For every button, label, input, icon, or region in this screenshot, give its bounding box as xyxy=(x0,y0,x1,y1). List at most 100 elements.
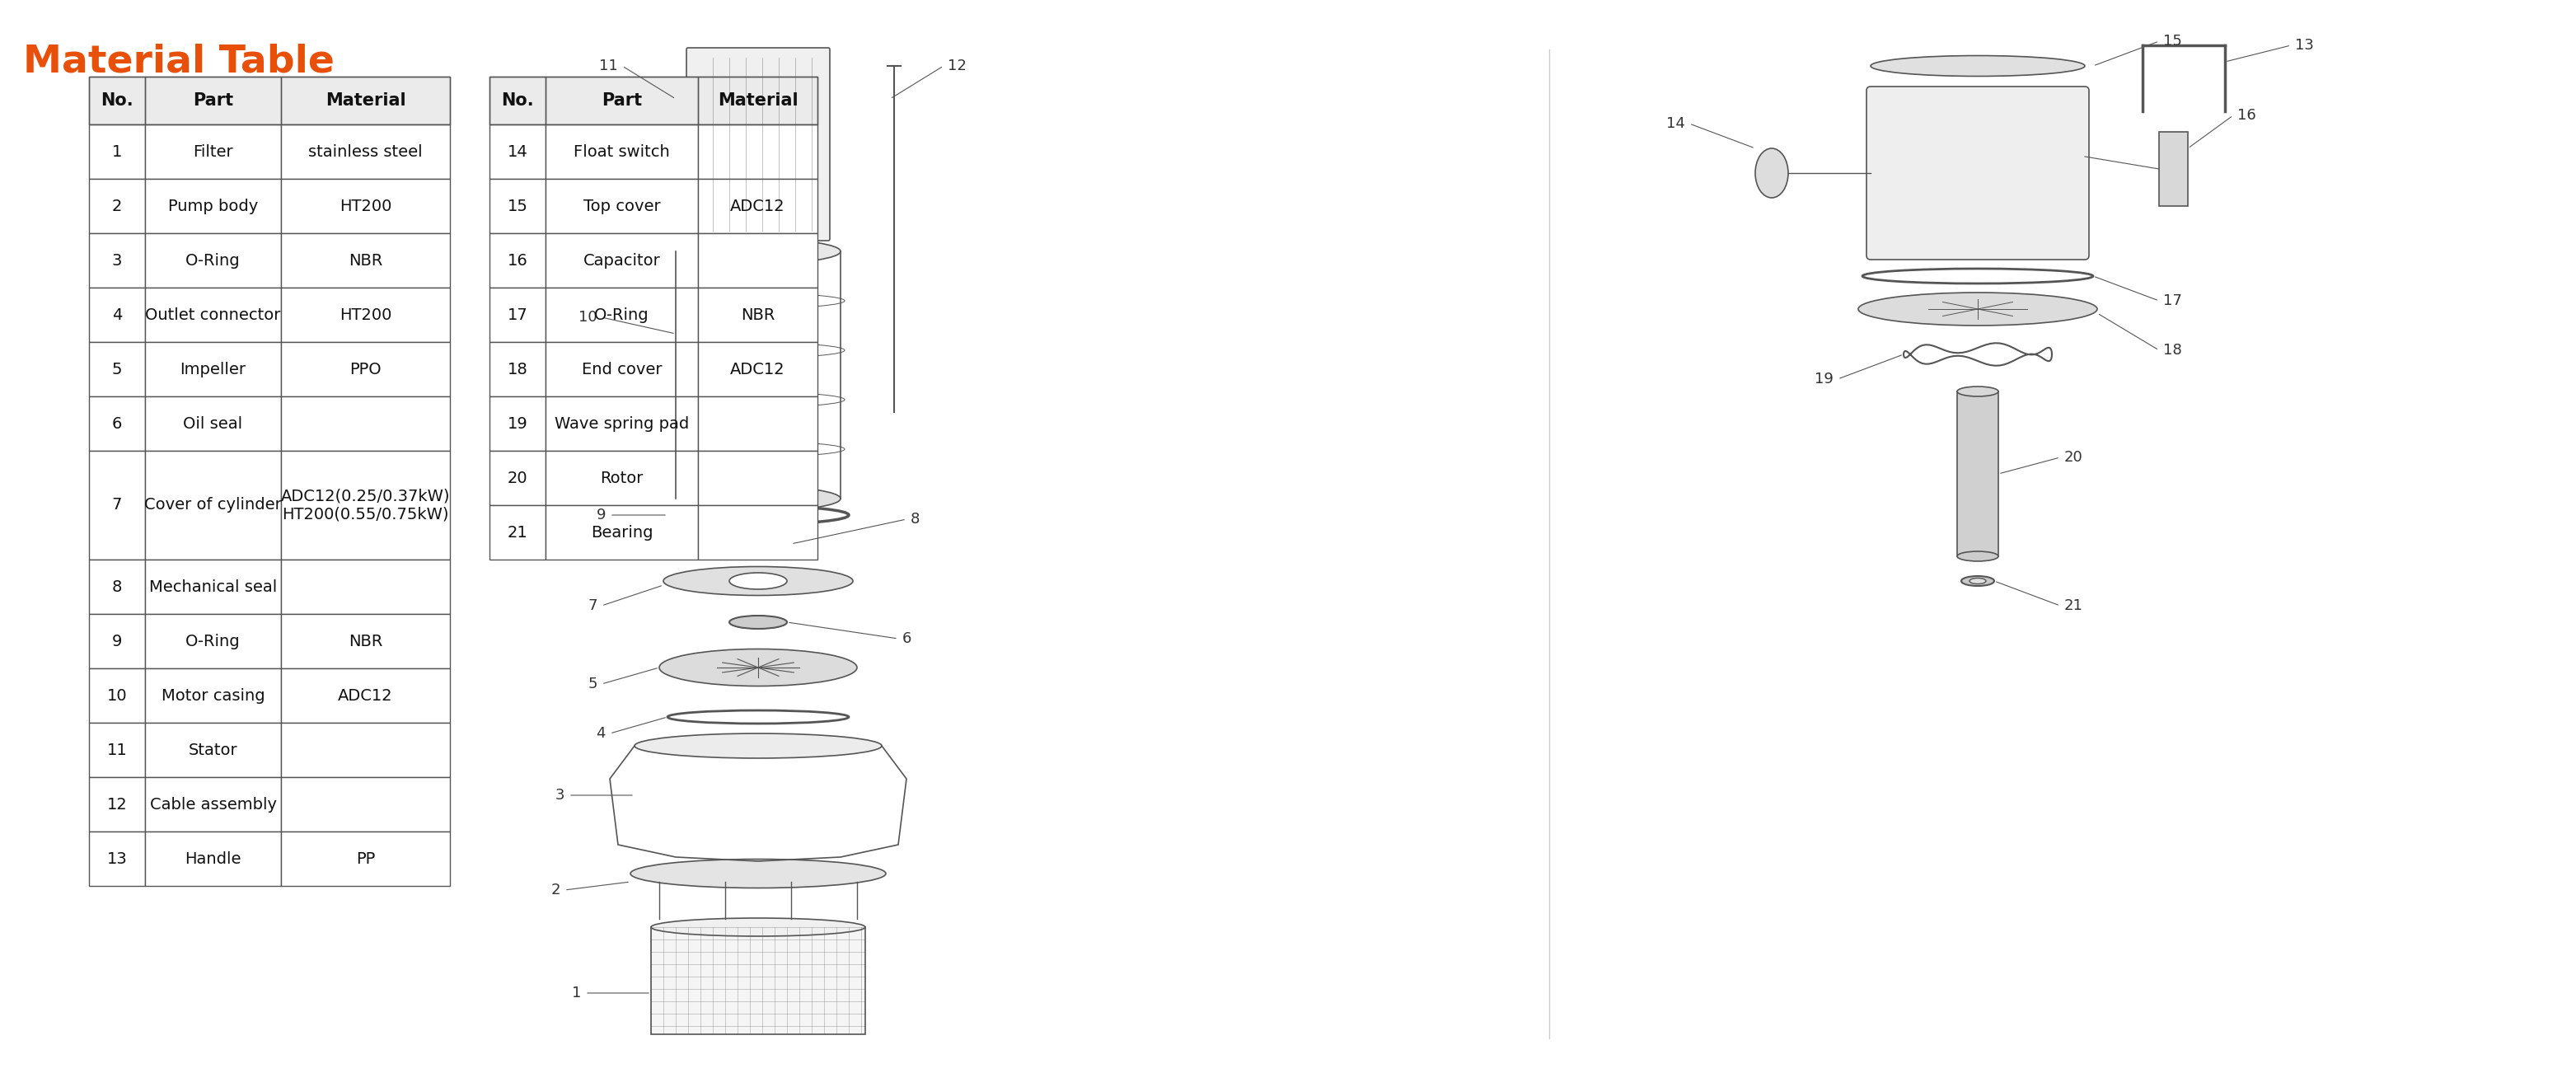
Bar xyxy=(546,451,698,505)
Ellipse shape xyxy=(1960,576,1994,586)
Text: 5: 5 xyxy=(111,362,121,377)
Bar xyxy=(90,76,451,124)
Text: Handle: Handle xyxy=(185,851,242,867)
Text: 16: 16 xyxy=(2239,108,2257,122)
Ellipse shape xyxy=(1870,56,2084,76)
Bar xyxy=(281,396,451,451)
Bar xyxy=(489,124,546,179)
Bar xyxy=(281,451,451,560)
Text: Part: Part xyxy=(193,92,234,108)
Bar xyxy=(489,233,546,288)
Bar xyxy=(281,614,451,668)
Text: 18: 18 xyxy=(507,362,528,377)
Bar xyxy=(281,560,451,614)
Text: O-Ring: O-Ring xyxy=(185,252,240,268)
Ellipse shape xyxy=(665,567,853,596)
Text: 14: 14 xyxy=(507,144,528,160)
Text: 9: 9 xyxy=(595,508,605,523)
FancyBboxPatch shape xyxy=(685,48,829,240)
Bar xyxy=(546,233,698,288)
Text: 3: 3 xyxy=(111,252,121,268)
Text: Bearing: Bearing xyxy=(590,525,652,540)
Bar xyxy=(144,777,281,832)
Text: 16: 16 xyxy=(507,252,528,268)
Bar xyxy=(144,560,281,614)
Bar xyxy=(90,832,144,886)
Text: 10: 10 xyxy=(580,310,598,325)
Bar xyxy=(546,76,698,124)
Text: 6: 6 xyxy=(111,415,121,431)
Bar xyxy=(546,342,698,396)
Text: 2: 2 xyxy=(111,199,121,214)
Text: NBR: NBR xyxy=(348,633,381,649)
Bar xyxy=(144,179,281,233)
Ellipse shape xyxy=(634,734,881,759)
Bar xyxy=(698,342,817,396)
Bar xyxy=(281,777,451,832)
Text: 18: 18 xyxy=(2164,343,2182,357)
Text: 6: 6 xyxy=(902,631,912,646)
Text: 3: 3 xyxy=(554,788,564,803)
Bar xyxy=(489,76,817,124)
Text: Outlet connector: Outlet connector xyxy=(144,307,281,323)
Bar xyxy=(546,124,698,179)
Text: 4: 4 xyxy=(595,726,605,740)
Text: 13: 13 xyxy=(2295,38,2313,53)
Bar xyxy=(1958,392,1999,556)
Text: HT200: HT200 xyxy=(340,199,392,214)
Bar xyxy=(546,396,698,451)
Bar xyxy=(546,179,698,233)
Text: No.: No. xyxy=(100,92,134,108)
Ellipse shape xyxy=(1958,552,1999,561)
Bar xyxy=(281,179,451,233)
Text: 2: 2 xyxy=(551,883,562,897)
Ellipse shape xyxy=(659,649,858,686)
Bar xyxy=(281,668,451,723)
Bar xyxy=(90,396,144,451)
Bar xyxy=(144,614,281,668)
Text: 13: 13 xyxy=(106,851,126,867)
Bar xyxy=(281,124,451,179)
Text: 14: 14 xyxy=(1667,116,1685,131)
Bar xyxy=(281,288,451,342)
Text: NBR: NBR xyxy=(348,252,381,268)
Ellipse shape xyxy=(675,239,840,264)
Text: 15: 15 xyxy=(507,199,528,214)
Text: 11: 11 xyxy=(106,743,126,758)
Text: 1: 1 xyxy=(111,144,121,160)
Bar xyxy=(90,668,144,723)
Bar xyxy=(698,505,817,560)
Ellipse shape xyxy=(675,486,840,511)
Ellipse shape xyxy=(652,918,866,937)
Text: 10: 10 xyxy=(106,688,126,704)
Bar xyxy=(489,179,546,233)
Text: 17: 17 xyxy=(507,307,528,323)
Bar xyxy=(90,233,144,288)
Bar xyxy=(90,342,144,396)
Text: 19: 19 xyxy=(507,415,528,431)
Text: 11: 11 xyxy=(600,59,618,73)
Text: Motor casing: Motor casing xyxy=(162,688,265,704)
Bar xyxy=(489,76,546,124)
Text: NBR: NBR xyxy=(742,307,775,323)
Text: 21: 21 xyxy=(2063,599,2084,613)
Text: 7: 7 xyxy=(111,498,121,513)
Bar xyxy=(144,342,281,396)
Bar xyxy=(489,288,546,342)
Text: Top cover: Top cover xyxy=(582,199,659,214)
Text: Material: Material xyxy=(325,92,404,108)
Text: 9: 9 xyxy=(111,633,121,649)
Bar xyxy=(698,76,817,124)
Text: 1: 1 xyxy=(572,986,582,1000)
Text: 17: 17 xyxy=(2164,293,2182,308)
Bar xyxy=(90,777,144,832)
Text: ADC12(0.25/0.37kW)
HT200(0.55/0.75kW): ADC12(0.25/0.37kW) HT200(0.55/0.75kW) xyxy=(281,488,451,523)
Bar xyxy=(90,614,144,668)
Bar xyxy=(144,723,281,777)
Bar xyxy=(698,179,817,233)
Text: ADC12: ADC12 xyxy=(729,362,786,377)
Text: No.: No. xyxy=(502,92,533,108)
Bar xyxy=(546,288,698,342)
FancyBboxPatch shape xyxy=(1868,87,2089,260)
Bar xyxy=(144,124,281,179)
